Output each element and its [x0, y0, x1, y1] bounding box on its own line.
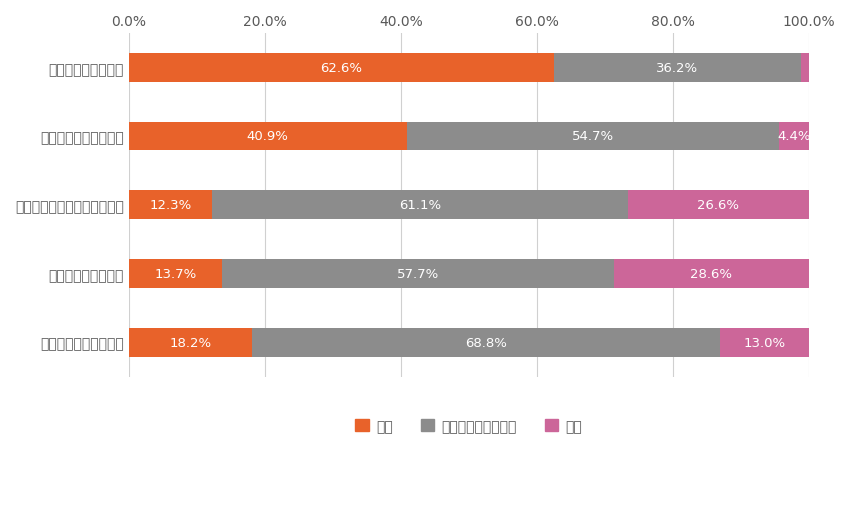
- Text: 12.3%: 12.3%: [150, 199, 192, 212]
- Bar: [128, 53, 554, 82]
- Bar: [128, 191, 212, 220]
- Bar: [801, 53, 808, 82]
- Text: 61.1%: 61.1%: [399, 199, 441, 212]
- Text: 68.8%: 68.8%: [466, 336, 507, 349]
- Bar: [128, 122, 407, 151]
- Bar: [615, 260, 808, 288]
- Legend: 賛成, どちらともいえない, 反対: 賛成, どちらともいえない, 反対: [349, 413, 587, 438]
- Bar: [407, 122, 779, 151]
- Text: 28.6%: 28.6%: [690, 267, 733, 280]
- Text: 13.7%: 13.7%: [154, 267, 196, 280]
- Bar: [128, 260, 222, 288]
- Bar: [720, 328, 808, 357]
- Text: 54.7%: 54.7%: [572, 130, 614, 143]
- Bar: [252, 328, 720, 357]
- Text: 62.6%: 62.6%: [320, 62, 363, 75]
- Bar: [554, 53, 801, 82]
- Bar: [779, 122, 808, 151]
- Bar: [128, 328, 252, 357]
- Text: 57.7%: 57.7%: [397, 267, 439, 280]
- Text: 4.4%: 4.4%: [777, 130, 811, 143]
- Text: 18.2%: 18.2%: [169, 336, 212, 349]
- Text: 13.0%: 13.0%: [744, 336, 785, 349]
- Text: 40.9%: 40.9%: [246, 130, 289, 143]
- Text: 26.6%: 26.6%: [697, 199, 740, 212]
- Bar: [222, 260, 615, 288]
- Text: 36.2%: 36.2%: [656, 62, 699, 75]
- Bar: [628, 191, 808, 220]
- Bar: [212, 191, 628, 220]
